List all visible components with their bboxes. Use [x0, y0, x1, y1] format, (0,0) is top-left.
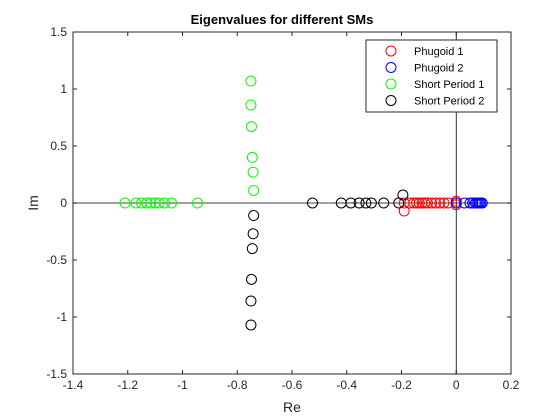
point-short-period-1 [119, 197, 131, 209]
point-phugoid-1 [419, 197, 431, 209]
point-short-period-2 [245, 295, 257, 307]
points-layer [119, 75, 488, 331]
legend-label-short-period-1: Short Period 1 [414, 79, 484, 91]
point-phugoid-2 [476, 197, 488, 209]
point-phugoid-1 [408, 197, 420, 209]
point-phugoid-1 [413, 197, 425, 209]
point-short-period-2 [247, 228, 259, 240]
point-short-period-2 [345, 197, 357, 209]
point-phugoid-1 [411, 197, 423, 209]
x-tick-label: -0.8 [227, 378, 248, 392]
legend-marker-short-period-2 [385, 95, 397, 106]
x-tick-label: -1.4 [63, 378, 84, 392]
point-short-period-1 [246, 151, 258, 163]
y-tick-label: -1.5 [46, 367, 67, 381]
point-short-period-1 [141, 197, 153, 209]
point-phugoid-1 [438, 197, 450, 209]
point-phugoid-1 [442, 197, 454, 209]
point-phugoid-1 [398, 205, 410, 217]
y-tick-label: -0.5 [46, 253, 67, 267]
x-tick-label: 0 [453, 378, 460, 392]
y-tick-label: 1 [60, 82, 67, 96]
point-short-period-2 [245, 273, 257, 285]
point-short-period-1 [245, 75, 257, 87]
legend-marker-short-period-1 [385, 78, 397, 90]
legend-label-phugoid-2: Phugoid 2 [414, 63, 464, 75]
point-short-period-1 [245, 99, 257, 111]
point-phugoid-2 [450, 197, 462, 209]
x-tick-label: -1 [177, 378, 188, 392]
chart-title: Eigenvalues for different SMs [191, 12, 374, 27]
point-short-period-1 [248, 184, 260, 196]
y-tick-label: 1.5 [50, 25, 67, 39]
point-short-period-1 [192, 197, 204, 209]
x-axis-label: Re [283, 399, 301, 415]
point-phugoid-1 [426, 197, 438, 209]
point-short-period-2 [353, 197, 365, 209]
axes-box [72, 31, 512, 375]
point-short-period-1 [145, 197, 157, 209]
point-short-period-1 [159, 197, 171, 209]
point-phugoid-2 [458, 197, 470, 209]
y-tick-label: 0 [60, 196, 67, 210]
point-short-period-2 [307, 197, 319, 209]
legend: Phugoid 1 Phugoid 2 Short Period 1 Short Pe… [365, 39, 498, 113]
point-short-period-2 [378, 197, 390, 209]
point-short-period-1 [153, 197, 165, 209]
point-short-period-1 [166, 197, 178, 209]
point-short-period-1 [130, 197, 142, 209]
x-tick-label: 0.2 [503, 378, 520, 392]
point-short-period-1 [245, 121, 257, 133]
point-phugoid-1 [434, 197, 446, 209]
point-short-period-1 [247, 166, 259, 178]
point-short-period-2 [245, 319, 257, 331]
point-short-period-2 [248, 210, 260, 222]
point-short-period-2 [246, 243, 258, 255]
x-tick-label: -0.2 [391, 378, 412, 392]
point-short-period-2 [365, 197, 377, 209]
point-short-period-2 [360, 197, 372, 209]
x-tick-label: -0.6 [282, 378, 303, 392]
point-phugoid-1 [430, 197, 442, 209]
x-tick-label: -1.2 [117, 378, 138, 392]
legend-label-short-period-2: Short Period 2 [414, 96, 484, 108]
y-tick-label: 0.5 [50, 139, 67, 153]
y-axis-label: Im [25, 195, 41, 211]
x-tick-label: -0.4 [336, 378, 357, 392]
legend-label-phugoid-1: Phugoid 1 [414, 46, 464, 58]
ticks-layer: -1.4 -1.2 -1 -0.8 -0.6 -0.4 -0.2 0 0.2 -1.5 -1 -0.5… [46, 25, 519, 392]
legend-marker-phugoid-1 [385, 45, 397, 57]
legend-box [365, 39, 498, 113]
y-tick-label: -1 [56, 310, 67, 324]
point-phugoid-1 [422, 197, 434, 209]
legend-marker-phugoid-2 [385, 62, 397, 73]
point-short-period-2 [397, 189, 409, 201]
